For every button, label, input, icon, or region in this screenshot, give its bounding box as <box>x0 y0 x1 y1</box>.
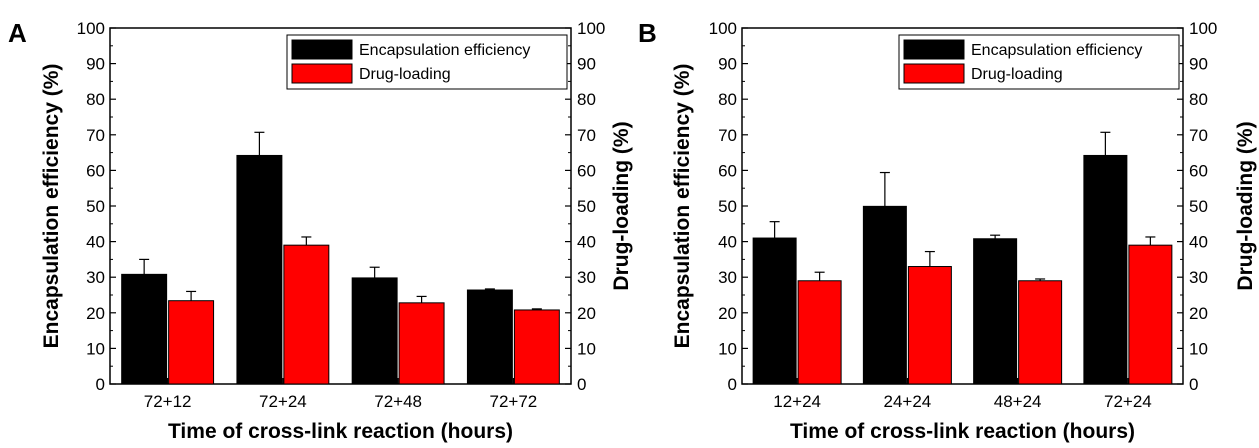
y-tick-label: 90 <box>718 55 737 74</box>
drug-loading-bar <box>1018 280 1063 385</box>
y-tick-label: 20 <box>86 304 105 323</box>
panel-label: A <box>8 18 27 48</box>
legend-entry: Encapsulation efficiency <box>971 42 1142 59</box>
x-tick-label: 72+24 <box>1104 392 1152 411</box>
y2-tick-label: 50 <box>1189 197 1208 216</box>
drug-loading-bar <box>1128 244 1173 385</box>
y-tick-label: 60 <box>86 161 105 180</box>
y-tick-label: 80 <box>86 90 105 109</box>
encapsulation-bar <box>973 238 1018 385</box>
y-tick-label: 20 <box>718 304 737 323</box>
x-tick-label: 48+24 <box>994 392 1042 411</box>
y2-tick-label: 0 <box>577 375 586 394</box>
drug-loading-bar <box>168 300 215 385</box>
legend-swatch <box>291 39 353 60</box>
encapsulation-bar <box>862 205 907 385</box>
y-tick-label: 10 <box>718 339 737 358</box>
y-tick-label: 40 <box>86 233 105 252</box>
y2-tick-label: 50 <box>577 197 596 216</box>
y2-tick-label: 10 <box>1189 339 1208 358</box>
y-tick-label: 0 <box>96 375 105 394</box>
y2-tick-label: 60 <box>577 161 596 180</box>
encapsulation-bar <box>1083 154 1128 385</box>
legend-swatch <box>291 63 353 84</box>
y-tick-label: 30 <box>86 268 105 287</box>
y-tick-label: 100 <box>709 19 737 38</box>
y2-tick-label: 40 <box>577 233 596 252</box>
drug-loading-bar <box>398 302 445 385</box>
y-tick-label: 100 <box>77 19 105 38</box>
y2-tick-label: 100 <box>1189 19 1217 38</box>
x-tick-label: 72+24 <box>259 392 307 411</box>
y2-tick-label: 70 <box>1189 126 1208 145</box>
panel-label: B <box>638 18 657 48</box>
drug-loading-bar <box>797 280 842 385</box>
x-axis-title: Time of cross-link reaction (hours) <box>168 420 513 443</box>
y2-tick-label: 60 <box>1189 161 1208 180</box>
y2-tick-label: 70 <box>577 126 596 145</box>
encapsulation-bar <box>466 289 513 385</box>
x-tick-label: 12+24 <box>773 392 821 411</box>
encapsulation-bar <box>752 237 797 385</box>
y-tick-label: 70 <box>718 126 737 145</box>
legend-swatch <box>903 63 965 84</box>
y-tick-label: 70 <box>86 126 105 145</box>
x-tick-label: 24+24 <box>884 392 932 411</box>
panel-b: 0 0 10 10 20 20 30 30 40 40 50 50 60 60 70 70 80 80 90 90 10… <box>638 18 1257 443</box>
y-tick-label: 50 <box>86 197 105 216</box>
y2-tick-label: 10 <box>577 339 596 358</box>
y-tick-label: 40 <box>718 233 737 252</box>
drug-loading-bar <box>283 244 330 385</box>
drug-loading-bar <box>513 309 560 385</box>
y2-tick-label: 20 <box>577 304 596 323</box>
y-tick-label: 10 <box>86 339 105 358</box>
y-tick-label: 30 <box>718 268 737 287</box>
panel-a: 0 0 10 10 20 20 30 30 40 40 50 50 60 60 70 70 80 80 90 90 10… <box>8 18 633 443</box>
legend-entry: Drug-loading <box>359 66 451 83</box>
legend-entry: Encapsulation efficiency <box>359 42 530 59</box>
x-axis-title: Time of cross-link reaction (hours) <box>790 420 1135 443</box>
y-tick-label: 0 <box>728 375 737 394</box>
legend-entry: Drug-loading <box>971 66 1063 83</box>
legend-swatch <box>903 39 965 60</box>
y-tick-label: 80 <box>718 90 737 109</box>
x-tick-label: 72+12 <box>144 392 192 411</box>
y-tick-label: 50 <box>718 197 737 216</box>
x-tick-label: 72+72 <box>490 392 538 411</box>
y2-axis-title: Drug-loading (%) <box>610 121 633 290</box>
y-tick-label: 90 <box>86 55 105 74</box>
y-axis-title: Encapsulation efficiency (%) <box>671 64 694 349</box>
y2-tick-label: 40 <box>1189 233 1208 252</box>
y2-tick-label: 80 <box>1189 90 1208 109</box>
encapsulation-bar <box>121 273 168 385</box>
y-tick-label: 60 <box>718 161 737 180</box>
encapsulation-bar <box>236 154 283 385</box>
y2-tick-label: 90 <box>577 55 596 74</box>
y2-tick-label: 0 <box>1189 375 1198 394</box>
x-tick-label: 72+48 <box>374 392 422 411</box>
y2-axis-title: Drug-loading (%) <box>1234 121 1257 290</box>
y2-tick-label: 20 <box>1189 304 1208 323</box>
y2-tick-label: 30 <box>1189 268 1208 287</box>
y2-tick-label: 100 <box>577 19 605 38</box>
y-axis-title: Encapsulation efficiency (%) <box>40 64 63 349</box>
y2-tick-label: 80 <box>577 90 596 109</box>
y2-tick-label: 30 <box>577 268 596 287</box>
y2-tick-label: 90 <box>1189 55 1208 74</box>
encapsulation-bar <box>351 277 398 385</box>
drug-loading-bar <box>907 266 952 385</box>
